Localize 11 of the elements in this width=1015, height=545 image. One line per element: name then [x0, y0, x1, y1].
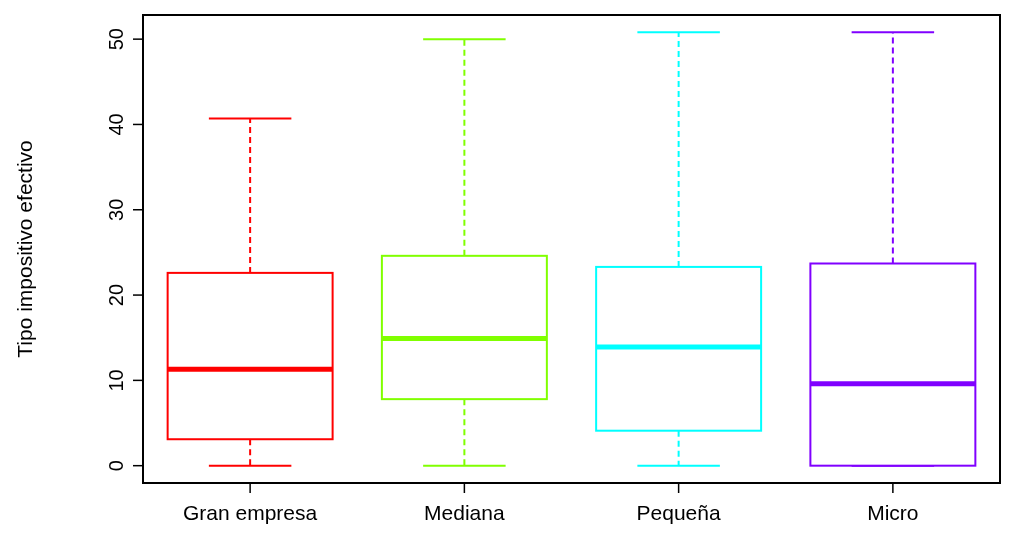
- y-tick-label: 10: [105, 369, 127, 392]
- y-tick-label: 20: [105, 283, 127, 307]
- x-tick-label: Gran empresa: [183, 501, 318, 524]
- x-tick-label: Micro: [867, 501, 919, 524]
- y-tick-label: 30: [105, 198, 127, 221]
- x-tick-label: Pequeña: [636, 501, 721, 524]
- y-tick-label: 0: [105, 460, 127, 472]
- y-tick-label: 40: [105, 113, 127, 136]
- y-axis-title: Tipo impositivo efectivo: [13, 140, 36, 358]
- y-tick-label: 50: [105, 28, 127, 51]
- x-tick-label: Mediana: [424, 501, 505, 524]
